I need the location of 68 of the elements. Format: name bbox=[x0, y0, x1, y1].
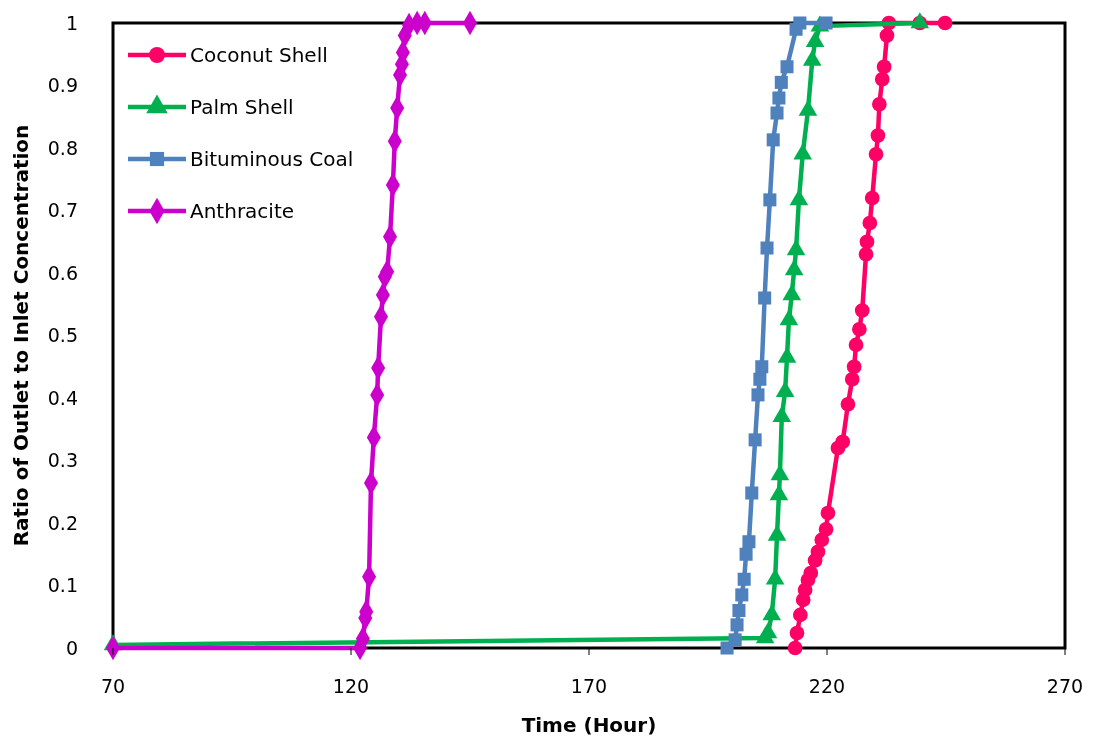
point bbox=[753, 372, 767, 386]
x-tick-label: 270 bbox=[1046, 675, 1084, 697]
x-tick-label: 120 bbox=[332, 675, 370, 697]
legend-label: Anthracite bbox=[190, 199, 295, 223]
point bbox=[872, 96, 887, 112]
point bbox=[864, 190, 880, 206]
y-tick-label: 0.3 bbox=[47, 449, 78, 472]
y-tick-label: 0.5 bbox=[47, 324, 78, 347]
point bbox=[766, 133, 780, 147]
y-tick-label: 0.4 bbox=[47, 386, 78, 409]
point bbox=[780, 60, 794, 74]
point bbox=[859, 234, 875, 250]
point bbox=[763, 193, 777, 207]
point bbox=[803, 565, 819, 581]
point bbox=[755, 360, 769, 374]
y-tick-label: 0.8 bbox=[47, 136, 78, 159]
y-tick-label: 0.2 bbox=[47, 511, 78, 534]
point bbox=[789, 625, 805, 641]
point bbox=[852, 321, 867, 337]
point bbox=[742, 535, 756, 549]
point bbox=[854, 303, 870, 318]
point bbox=[735, 588, 749, 602]
point bbox=[787, 640, 803, 656]
point bbox=[772, 91, 786, 105]
point bbox=[870, 128, 886, 143]
point bbox=[844, 371, 860, 387]
point bbox=[846, 359, 862, 375]
point bbox=[728, 633, 742, 647]
point bbox=[770, 106, 784, 120]
point bbox=[848, 337, 864, 353]
y-tick-label: 1 bbox=[65, 11, 78, 34]
point bbox=[793, 16, 807, 30]
point bbox=[840, 396, 856, 412]
legend-label: Palm Shell bbox=[190, 95, 294, 119]
point bbox=[760, 241, 774, 255]
point bbox=[739, 547, 753, 561]
point bbox=[792, 607, 808, 623]
point bbox=[758, 291, 772, 305]
point bbox=[879, 28, 895, 43]
y-tick-label: 0.7 bbox=[47, 199, 78, 222]
point bbox=[818, 521, 834, 537]
y-tick-label: 0.9 bbox=[47, 74, 78, 97]
x-tick-label: 70 bbox=[100, 675, 126, 697]
point bbox=[774, 75, 788, 89]
y-tick-label: 0.1 bbox=[47, 574, 78, 597]
point bbox=[862, 215, 878, 231]
x-tick-label: 170 bbox=[570, 675, 608, 697]
point bbox=[858, 246, 874, 262]
point bbox=[751, 388, 765, 402]
legend-label: Bituminous Coal bbox=[190, 147, 354, 171]
y-axis-title: Ratio of Outlet to Inlet Concentration bbox=[9, 124, 33, 547]
point bbox=[937, 15, 953, 31]
point bbox=[730, 618, 744, 632]
point bbox=[748, 433, 762, 447]
point bbox=[732, 603, 746, 618]
point bbox=[868, 146, 884, 162]
point bbox=[874, 71, 890, 87]
point bbox=[835, 434, 851, 450]
point bbox=[810, 544, 826, 560]
x-axis-title: Time (Hour) bbox=[521, 713, 657, 737]
x-tick-label: 220 bbox=[808, 675, 846, 697]
y-tick-label: 0.6 bbox=[47, 261, 78, 284]
point bbox=[745, 486, 759, 500]
point bbox=[820, 505, 836, 521]
point bbox=[876, 59, 892, 75]
y-tick-label: 0 bbox=[65, 636, 78, 659]
legend-label: Coconut Shell bbox=[190, 43, 328, 67]
point bbox=[737, 572, 751, 586]
